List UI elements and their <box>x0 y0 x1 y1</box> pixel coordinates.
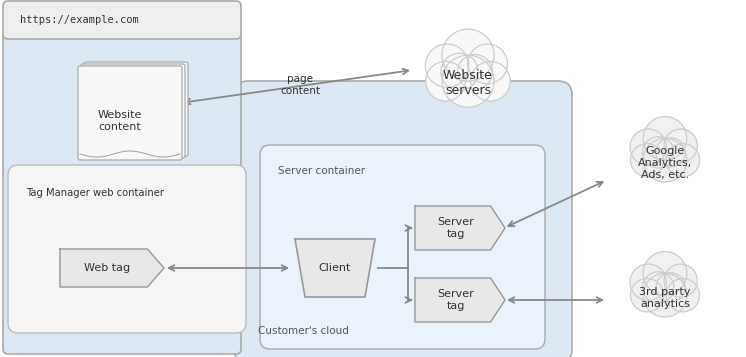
Text: Google
Analytics,
Ads, etc.: Google Analytics, Ads, etc. <box>638 146 692 180</box>
FancyBboxPatch shape <box>260 145 545 349</box>
Circle shape <box>471 61 510 101</box>
Text: page
content: page content <box>280 74 320 96</box>
Polygon shape <box>415 278 505 322</box>
FancyBboxPatch shape <box>84 62 188 156</box>
Text: 3rd party
analytics: 3rd party analytics <box>639 287 691 309</box>
Circle shape <box>442 55 494 107</box>
Polygon shape <box>295 239 375 297</box>
Polygon shape <box>415 206 505 250</box>
Circle shape <box>643 116 687 160</box>
Circle shape <box>664 129 698 162</box>
Circle shape <box>630 129 666 165</box>
Text: Website
servers: Website servers <box>443 69 493 97</box>
Circle shape <box>643 137 674 168</box>
Circle shape <box>442 29 494 81</box>
Text: Server
tag: Server tag <box>438 289 474 311</box>
Polygon shape <box>60 249 164 287</box>
Text: Customer's cloud: Customer's cloud <box>258 326 349 336</box>
Circle shape <box>441 53 478 91</box>
FancyBboxPatch shape <box>3 29 241 354</box>
Circle shape <box>426 61 466 101</box>
Circle shape <box>643 139 687 182</box>
FancyBboxPatch shape <box>81 64 185 158</box>
Circle shape <box>630 264 666 300</box>
FancyBboxPatch shape <box>8 165 246 333</box>
Text: Client: Client <box>319 263 351 273</box>
Circle shape <box>457 55 492 89</box>
Circle shape <box>630 278 664 312</box>
Circle shape <box>666 278 700 312</box>
Circle shape <box>630 144 664 177</box>
Circle shape <box>666 144 700 177</box>
Text: Server container: Server container <box>278 166 365 176</box>
Circle shape <box>656 273 685 302</box>
Circle shape <box>468 44 507 84</box>
Circle shape <box>643 273 687 317</box>
Circle shape <box>425 44 468 87</box>
Circle shape <box>643 272 674 303</box>
Text: Tag Manager web container: Tag Manager web container <box>26 188 164 198</box>
Circle shape <box>656 138 685 167</box>
Text: Website
content: Website content <box>98 110 142 132</box>
Text: Server
tag: Server tag <box>438 217 474 239</box>
Text: Web tag: Web tag <box>84 263 130 273</box>
FancyBboxPatch shape <box>3 1 241 39</box>
Text: https://example.com: https://example.com <box>20 15 139 25</box>
Circle shape <box>643 252 687 295</box>
Circle shape <box>664 264 698 297</box>
FancyBboxPatch shape <box>234 81 572 357</box>
FancyBboxPatch shape <box>78 66 182 160</box>
